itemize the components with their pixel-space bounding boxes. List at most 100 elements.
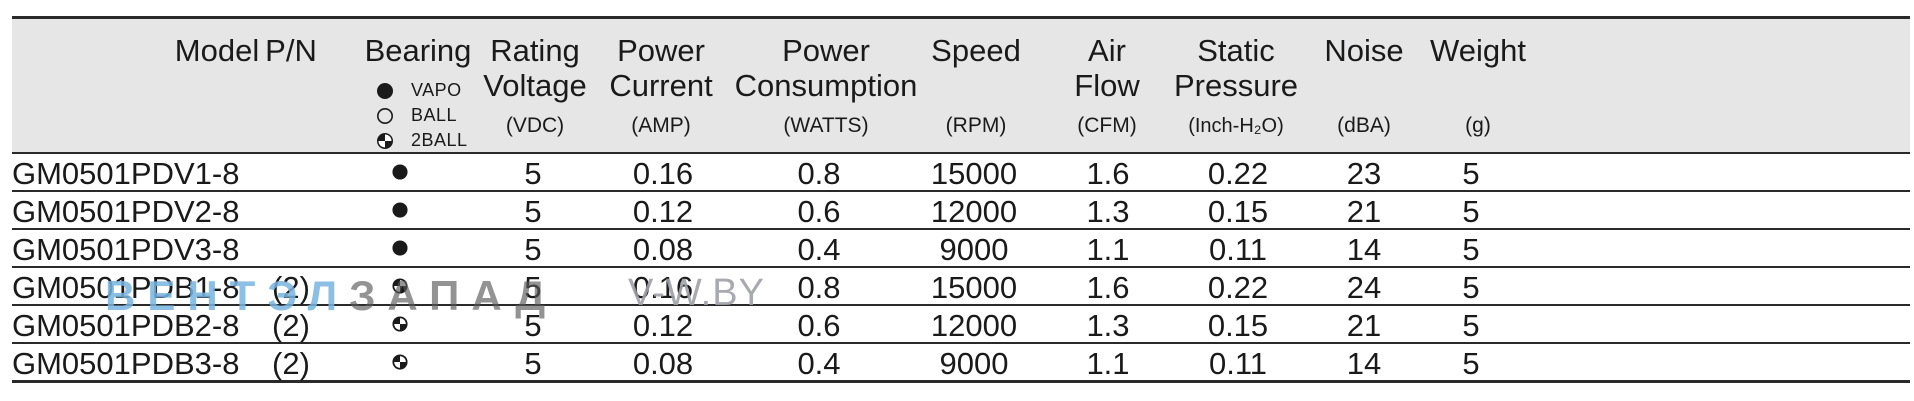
table-body: GM0501PDV1-8 5 0.16 0.8 15000 1.6 0.22 23 5 GM050… (12, 154, 1910, 383)
cell-consumption: 0.8 (797, 270, 841, 305)
cell-voltage: 5 (524, 194, 542, 229)
cell-airflow: 1.3 (1086, 194, 1130, 229)
cell-speed: 15000 (930, 270, 1018, 305)
table-row: GM0501PDV1-8 5 0.16 0.8 15000 1.6 0.22 23 5 (12, 154, 1910, 192)
cell-model: GM0501PDB1-8 (12, 270, 240, 305)
cell-speed: 12000 (930, 194, 1018, 229)
cell-noise: 23 (1346, 156, 1382, 191)
cell-bearing (325, 306, 475, 342)
cell-airflow: 1.6 (1086, 156, 1130, 191)
header-airflow-unit: (CFM) (1077, 114, 1137, 137)
header-current-unit: (AMP) (631, 114, 691, 137)
cell-voltage: 5 (524, 346, 542, 381)
cell-voltage: 5 (524, 270, 542, 305)
cell-noise: 14 (1346, 232, 1382, 267)
header-speed-unit: (RPM) (945, 114, 1007, 137)
header-airflow-title: Air Flow (1074, 33, 1140, 103)
legend-item-2ball: 2BALL (375, 128, 515, 153)
quartered-circle-icon (392, 354, 408, 370)
cell-noise: 24 (1346, 270, 1382, 305)
cell-bearing (325, 344, 475, 380)
cell-current: 0.12 (632, 194, 694, 229)
cell-airflow: 1.3 (1086, 308, 1130, 343)
table-row: GM0501PDB1-8 (2) 5 0.16 0.8 15000 1.6 0.22 24 5 (12, 268, 1910, 306)
cell-speed: 15000 (930, 156, 1018, 191)
cell-voltage: 5 (524, 308, 542, 343)
header-weight: Weight (g) (1408, 19, 1548, 152)
cell-consumption: 0.4 (797, 232, 841, 267)
cell-pn: (2) (272, 346, 310, 381)
header-pn: P/N (251, 19, 331, 152)
legend-item-vapo: VAPO (375, 78, 515, 103)
cell-consumption: 0.6 (797, 194, 841, 229)
legend-item-ball: BALL (375, 103, 515, 128)
header-airflow: Air Flow (CFM) (1057, 19, 1157, 152)
cell-pressure: 0.15 (1207, 194, 1269, 229)
filled-circle-icon (392, 202, 408, 218)
table-row: GM0501PDB3-8 (2) 5 0.08 0.4 9000 1.1 0.11 14 5 (12, 344, 1910, 383)
header-noise-title: Noise (1324, 33, 1404, 68)
cell-consumption: 0.4 (797, 346, 841, 381)
cell-weight: 5 (1462, 270, 1480, 305)
header-noise: Noise (dBA) (1309, 19, 1419, 152)
cell-pressure: 0.11 (1208, 346, 1268, 381)
cell-current: 0.16 (632, 270, 694, 305)
cell-current: 0.08 (632, 232, 694, 267)
cell-weight: 5 (1462, 232, 1480, 267)
cell-consumption: 0.8 (797, 156, 841, 191)
legend-label-2ball: 2BALL (411, 130, 468, 150)
header-speed: Speed (RPM) (906, 19, 1046, 152)
header-current-title: Power Current (609, 33, 713, 103)
cell-current: 0.16 (632, 156, 694, 191)
cell-pressure: 0.22 (1207, 270, 1269, 305)
legend-label-vapo: VAPO (411, 80, 462, 100)
header-current: Power Current (AMP) (586, 19, 736, 152)
header-row: Model P/N Bearing VAPO BALL (12, 19, 1910, 152)
legend-label-ball: BALL (411, 105, 458, 125)
cell-airflow: 1.6 (1086, 270, 1130, 305)
top-rule (12, 16, 1910, 19)
cell-bearing (325, 268, 475, 304)
cell-model: GM0501PDB2-8 (12, 308, 240, 343)
cell-airflow: 1.1 (1086, 346, 1130, 381)
cell-bearing (325, 154, 475, 190)
header-voltage-title: Rating Voltage (483, 33, 587, 103)
header-model: Model (137, 19, 297, 152)
cell-pressure: 0.22 (1207, 156, 1269, 191)
header-model-title: Model (174, 33, 260, 68)
cell-bearing (325, 230, 475, 266)
quartered-circle-icon (392, 278, 408, 294)
filled-circle-icon (375, 81, 395, 101)
open-circle-icon (375, 106, 395, 126)
header-bearing-title: Bearing (364, 33, 472, 68)
header-consumption-title: Power Consumption (734, 33, 918, 103)
cell-model: GM0501PDB3-8 (12, 346, 240, 381)
header-bottom-rule (12, 152, 1910, 154)
filled-circle-icon (392, 164, 408, 180)
cell-model: GM0501PDV2-8 (12, 194, 240, 229)
header-voltage-unit: (VDC) (505, 114, 565, 137)
filled-circle-icon (392, 240, 408, 256)
quartered-circle-icon (392, 316, 408, 332)
cell-model: GM0501PDV3-8 (12, 232, 240, 267)
cell-weight: 5 (1462, 156, 1480, 191)
header-pressure-unit: (Inch-H₂O) (1188, 115, 1284, 137)
cell-weight: 5 (1462, 346, 1480, 381)
cell-noise: 14 (1346, 346, 1382, 381)
fan-spec-table: Model P/N Bearing VAPO BALL (12, 16, 1910, 383)
header-weight-title: Weight (1430, 33, 1526, 68)
header-consumption-unit: (WATTS) (783, 114, 869, 137)
table-row: GM0501PDV2-8 5 0.12 0.6 12000 1.3 0.15 21 5 (12, 192, 1910, 230)
bearing-legend: VAPO BALL 2BALL (375, 78, 515, 153)
header-pressure-title: Static Pressure (1173, 33, 1299, 103)
cell-voltage: 5 (524, 156, 542, 191)
cell-current: 0.12 (632, 308, 694, 343)
cell-noise: 21 (1346, 194, 1382, 229)
cell-consumption: 0.6 (797, 308, 841, 343)
header-speed-title: Speed (931, 33, 1021, 68)
cell-weight: 5 (1462, 194, 1480, 229)
cell-speed: 9000 (939, 346, 1009, 381)
cell-pn: (2) (272, 308, 310, 343)
cell-bearing (325, 192, 475, 228)
cell-model: GM0501PDV1-8 (12, 156, 240, 191)
